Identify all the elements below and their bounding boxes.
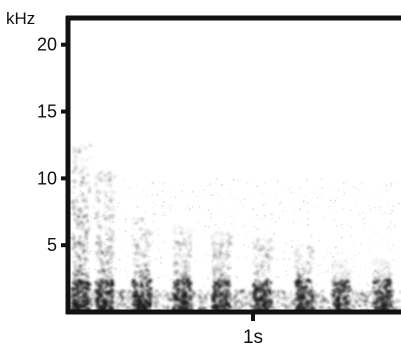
- y-tick-label: 10: [37, 168, 57, 188]
- y-tick-label: 15: [37, 102, 57, 122]
- call-event: [251, 237, 273, 312]
- spectrogram-heat: [68, 144, 401, 312]
- y-tick-label: 20: [37, 35, 57, 55]
- call-event: [131, 217, 153, 312]
- call-event: [372, 258, 393, 312]
- call-event: [171, 224, 194, 312]
- call-event: [293, 243, 315, 312]
- y-tick-label: 5: [47, 235, 57, 255]
- call-event: [94, 170, 117, 312]
- call-event: [210, 231, 233, 312]
- x-tick-label: 1s: [243, 327, 263, 348]
- call-event: [331, 258, 353, 312]
- y-axis-unit: kHz: [6, 9, 35, 28]
- call-event: [70, 144, 92, 312]
- chart-axes: 5 10 15 20 1s: [37, 15, 401, 348]
